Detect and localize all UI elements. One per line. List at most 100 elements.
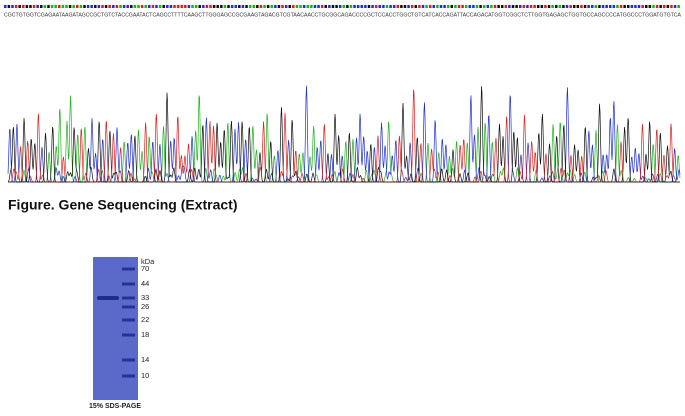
marker-band <box>122 318 135 322</box>
base-tick <box>400 5 403 8</box>
base-tick <box>601 5 605 8</box>
base-color-bar <box>4 5 680 8</box>
marker-band <box>122 282 135 286</box>
base-tick <box>536 5 540 8</box>
base-tick <box>594 5 598 8</box>
base-tick <box>569 5 572 8</box>
base-tick <box>382 5 385 8</box>
base-tick <box>65 5 68 8</box>
base-tick <box>140 5 144 8</box>
base-tick <box>407 5 410 8</box>
base-tick <box>191 5 194 8</box>
base-tick <box>245 5 248 8</box>
marker-band <box>122 305 135 309</box>
marker-label: 33 <box>141 293 149 302</box>
base-tick <box>212 5 216 8</box>
base-tick <box>184 5 187 8</box>
marker-label: 26 <box>141 302 149 311</box>
base-tick <box>328 5 331 8</box>
base-tick <box>130 5 133 8</box>
base-tick <box>425 5 428 8</box>
base-tick <box>677 5 680 8</box>
base-tick <box>72 5 75 8</box>
base-tick <box>137 5 140 8</box>
base-tick <box>648 5 652 8</box>
base-tick <box>616 5 619 8</box>
base-tick <box>97 5 101 8</box>
base-tick <box>50 5 54 8</box>
base-tick <box>61 5 65 8</box>
marker-label: 10 <box>141 371 149 380</box>
base-tick <box>176 5 180 8</box>
base-tick <box>428 5 432 8</box>
base-tick <box>104 5 108 8</box>
base-tick <box>284 5 288 8</box>
base-tick <box>644 5 648 8</box>
base-tick <box>230 5 234 8</box>
base-tick <box>126 5 129 8</box>
base-tick <box>670 5 673 8</box>
sequence-text: CGCTGTGGTCGAGAATAAGATAGCCGCTGTCTACCGAATA… <box>4 12 682 18</box>
base-tick <box>101 5 104 8</box>
base-tick <box>598 5 601 8</box>
base-tick <box>216 5 219 8</box>
base-tick <box>356 5 360 8</box>
base-tick <box>155 5 158 8</box>
base-tick <box>180 5 183 8</box>
base-tick <box>4 5 7 8</box>
base-tick <box>403 5 407 8</box>
base-tick <box>454 5 457 8</box>
base-tick <box>554 5 558 8</box>
base-tick <box>209 5 212 8</box>
base-tick <box>497 5 500 8</box>
base-tick <box>634 5 637 8</box>
base-tick <box>349 5 353 8</box>
base-tick <box>580 5 583 8</box>
base-tick <box>572 5 576 8</box>
base-tick <box>25 5 29 8</box>
base-tick <box>238 5 241 8</box>
base-tick <box>378 5 382 8</box>
base-tick <box>331 5 335 8</box>
base-tick <box>385 5 389 8</box>
base-tick <box>54 5 57 8</box>
marker-band <box>122 358 135 362</box>
base-tick <box>626 5 630 8</box>
base-tick <box>302 5 306 8</box>
trace <box>7 86 680 183</box>
base-tick <box>295 5 299 8</box>
base-tick <box>310 5 313 8</box>
base-tick <box>482 5 486 8</box>
base-tick <box>374 5 378 8</box>
base-tick <box>522 5 526 8</box>
base-tick <box>274 5 277 8</box>
base-tick <box>558 5 562 8</box>
base-tick <box>144 5 147 8</box>
base-tick <box>443 5 446 8</box>
base-tick <box>371 5 374 8</box>
base-tick <box>623 5 626 8</box>
base-tick <box>338 5 342 8</box>
base-tick <box>22 5 25 8</box>
base-tick <box>389 5 392 8</box>
base-tick <box>342 5 346 8</box>
base-tick <box>169 5 173 8</box>
base-tick <box>36 5 39 8</box>
base-tick <box>266 5 270 8</box>
base-tick <box>14 5 18 8</box>
base-tick <box>86 5 90 8</box>
base-tick <box>500 5 504 8</box>
base-tick <box>299 5 302 8</box>
base-tick <box>529 5 533 8</box>
gel-label: 15% SDS-PAGE <box>89 403 141 410</box>
base-tick <box>259 5 263 8</box>
base-tick <box>29 5 32 8</box>
base-tick <box>324 5 328 8</box>
base-tick <box>43 5 47 8</box>
base-tick <box>608 5 612 8</box>
base-tick <box>511 5 515 8</box>
marker-band <box>122 374 135 378</box>
base-tick <box>173 5 176 8</box>
